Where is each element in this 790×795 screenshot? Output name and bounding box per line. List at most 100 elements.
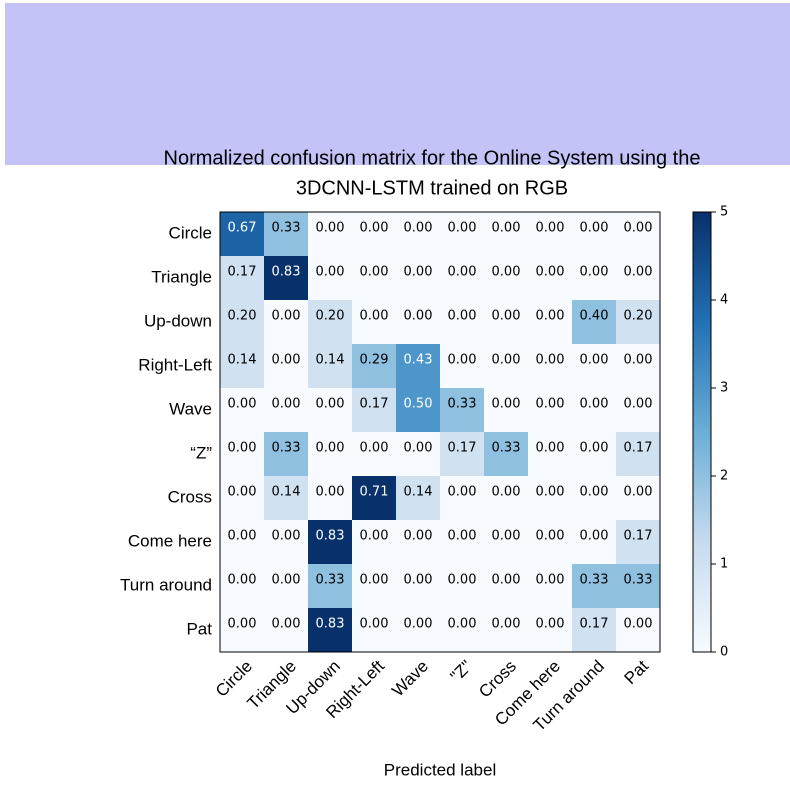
cell <box>308 388 352 432</box>
cell-label: 0.00 <box>580 529 609 544</box>
cell-label: 0.17 <box>448 441 477 456</box>
cell <box>264 344 308 388</box>
cell-label: 0.00 <box>360 441 389 456</box>
cell-label: 0.00 <box>360 573 389 588</box>
cell <box>396 564 440 608</box>
cell <box>352 608 396 652</box>
cell-label: 0.00 <box>228 529 257 544</box>
cell-label: 0.00 <box>536 265 565 280</box>
cell <box>528 476 572 520</box>
cell-label: 0.00 <box>536 309 565 324</box>
colorbar-tick-label: 2 <box>720 469 728 484</box>
cell-label: 0.33 <box>624 573 653 588</box>
cell-label: 0.17 <box>624 441 653 456</box>
colorbar-tick-label: 3 <box>720 381 728 396</box>
cell-label: 0.14 <box>316 353 345 368</box>
cell <box>308 564 352 608</box>
y-tick-label: Come here <box>128 531 212 550</box>
cell <box>528 344 572 388</box>
cell <box>352 388 396 432</box>
cell <box>616 432 660 476</box>
cell-label: 0.29 <box>360 353 389 368</box>
cell-label: 0.67 <box>228 221 257 236</box>
cell-label: 0.00 <box>360 309 389 324</box>
colorbar-tick-label: 5 <box>720 205 728 220</box>
cell <box>528 564 572 608</box>
cell <box>440 564 484 608</box>
cell <box>440 212 484 256</box>
cell-label: 0.00 <box>624 265 653 280</box>
cell-label: 0.00 <box>448 221 477 236</box>
cell <box>264 520 308 564</box>
cell <box>264 608 308 652</box>
cell-label: 0.00 <box>360 617 389 632</box>
cell <box>484 212 528 256</box>
cell-label: 0.33 <box>448 397 477 412</box>
cell <box>528 432 572 476</box>
cell <box>616 564 660 608</box>
cell <box>220 256 264 300</box>
cell-label: 0.00 <box>228 617 257 632</box>
cell <box>616 344 660 388</box>
cell <box>572 300 616 344</box>
cell-label: 0.00 <box>536 529 565 544</box>
cell <box>264 432 308 476</box>
cell <box>264 388 308 432</box>
cell <box>352 300 396 344</box>
cell-label: 0.00 <box>272 309 301 324</box>
cell-label: 0.00 <box>536 485 565 500</box>
cell-label: 0.00 <box>448 529 477 544</box>
cell-label: 0.00 <box>316 485 345 500</box>
cell-label: 0.00 <box>448 573 477 588</box>
cell <box>484 608 528 652</box>
y-tick-label: Pat <box>186 619 212 638</box>
cell-label: 0.00 <box>360 529 389 544</box>
banner <box>5 3 790 165</box>
cell <box>528 388 572 432</box>
x-tick-label: Wave <box>388 657 432 701</box>
cell-label: 0.00 <box>316 441 345 456</box>
cell-label: 0.00 <box>272 617 301 632</box>
cell-label: 0.00 <box>536 617 565 632</box>
cell-label: 0.00 <box>536 441 565 456</box>
cell <box>616 476 660 520</box>
cell <box>616 520 660 564</box>
cell-label: 0.00 <box>448 265 477 280</box>
x-tick-label: Pat <box>621 656 653 688</box>
y-tick-label: Wave <box>169 399 212 418</box>
plot-frame <box>219 211 661 653</box>
cell <box>572 476 616 520</box>
cell <box>264 212 308 256</box>
cell-label: 0.00 <box>228 573 257 588</box>
cell <box>484 564 528 608</box>
cell <box>396 476 440 520</box>
cell-label: 0.20 <box>316 309 345 324</box>
cell-label: 0.00 <box>580 485 609 500</box>
cell-label: 0.00 <box>492 397 521 412</box>
y-tick-label: Up-down <box>144 311 212 330</box>
cell-label: 0.14 <box>272 485 301 500</box>
cell-label: 0.00 <box>580 265 609 280</box>
cell <box>220 212 264 256</box>
cell-label: 0.43 <box>404 353 433 368</box>
cell <box>440 300 484 344</box>
cell <box>528 608 572 652</box>
y-tick-label: Triangle <box>151 267 212 286</box>
cell-label: 0.00 <box>624 485 653 500</box>
y-tick-label: Circle <box>169 223 212 242</box>
x-tick-label: "Z" <box>447 657 476 686</box>
cell <box>396 212 440 256</box>
cell <box>440 608 484 652</box>
cell <box>352 564 396 608</box>
cell <box>396 608 440 652</box>
cell-label: 0.00 <box>580 353 609 368</box>
cell-label: 0.00 <box>492 265 521 280</box>
cell-label: 0.00 <box>624 397 653 412</box>
cell-label: 0.00 <box>316 265 345 280</box>
cell <box>352 344 396 388</box>
cell-label: 0.00 <box>580 221 609 236</box>
cell <box>572 432 616 476</box>
cell-label: 0.83 <box>272 265 301 280</box>
cell <box>220 476 264 520</box>
